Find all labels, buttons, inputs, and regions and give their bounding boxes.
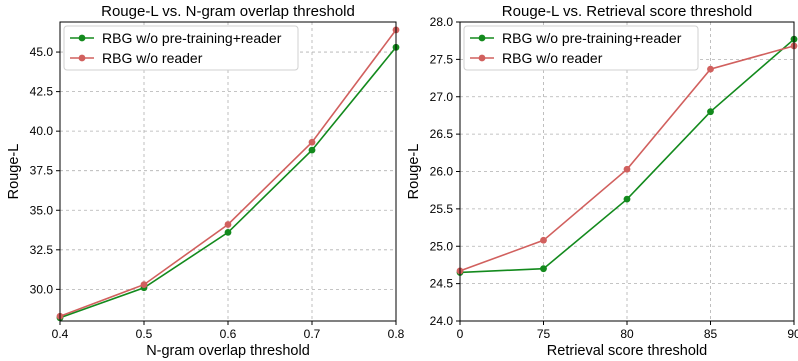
legend-label-1: RBG w/o pre-training+reader [502, 30, 682, 46]
x-tick-label: 0.4 [52, 327, 69, 341]
x-tick-label: 0.5 [136, 327, 153, 341]
chart-title: Rouge-L vs. N-gram overlap threshold [101, 3, 355, 20]
x-tick-label: 75 [537, 327, 551, 341]
legend-frame [63, 25, 299, 71]
data-point [140, 281, 148, 289]
chart-panel-2: 0 75 80 85 90 24.0 24.5 25.0 25.5 26.0 26.5 27.0 27.… [406, 3, 798, 359]
x-axis-label: Retrieval score threshold [547, 343, 707, 359]
data-point [224, 229, 232, 236]
legend-label-1: RBG w/o pre-training+reader [102, 30, 282, 46]
legend-marker-1 [478, 34, 486, 42]
legend: RBG w/o pre-training+reader RBG w/o reade… [63, 25, 299, 71]
series-line-1 [59, 46, 397, 319]
x-tick-label: 0.8 [388, 327, 405, 341]
y-tick-label: 30.0 [30, 282, 54, 296]
chart-title: Rouge-L vs. Retrieval score threshold [502, 3, 752, 20]
x-axis-label: N-gram overlap threshold [146, 343, 310, 359]
data-point [540, 265, 547, 273]
y-axis-label: Rouge-L [406, 144, 422, 200]
y-tick-label: 32.5 [30, 243, 54, 257]
y-tick-label: 24.5 [430, 277, 454, 291]
y-tick-label: 35.0 [30, 203, 54, 217]
legend-marker-2 [78, 54, 86, 62]
y-tick-label: 27.0 [430, 90, 454, 104]
y-tick-label: 40.0 [30, 124, 54, 138]
y-tick-label: 37.5 [30, 164, 54, 178]
y-tick-label: 45.0 [30, 45, 54, 59]
legend-label-2: RBG w/o reader [502, 50, 603, 66]
y-tick-label: 26.5 [430, 127, 454, 141]
legend-frame [463, 25, 699, 71]
x-tick-label: 0 [457, 327, 464, 341]
x-tick-label: 90 [787, 327, 798, 341]
data-point [707, 108, 714, 116]
y-tick-label: 24.0 [430, 314, 454, 328]
data-point [623, 165, 631, 173]
data-point [308, 146, 316, 154]
x-tick-label: 85 [704, 327, 718, 341]
y-tick-label: 25.0 [430, 239, 454, 253]
data-point [308, 138, 316, 146]
y-tick-label: 28.0 [430, 15, 454, 29]
legend-marker-2 [478, 54, 486, 62]
x-tick-label: 80 [620, 327, 634, 341]
y-tick-label: 27.5 [430, 52, 454, 66]
data-point [623, 195, 631, 203]
x-tick-label: 0.7 [304, 327, 321, 341]
y-tick-label: 25.5 [430, 202, 454, 216]
legend: RBG w/o pre-training+reader RBG w/o reade… [463, 25, 699, 71]
data-point [707, 65, 714, 73]
y-tick-label: 42.5 [30, 85, 54, 99]
series-line-2 [459, 45, 795, 272]
chart-panel-1: 0.4 0.5 0.6 0.7 0.8 30.0 32.5 35.0 37.5 40.0 42.5 4… [6, 3, 405, 359]
y-tick-label: 26.0 [430, 165, 454, 179]
data-point [540, 236, 547, 244]
legend-label-2: RBG w/o reader [102, 50, 203, 66]
data-point [224, 221, 232, 228]
x-tick-label: 0.6 [220, 327, 237, 341]
y-axis-label: Rouge-L [6, 144, 22, 200]
legend-marker-1 [78, 34, 86, 42]
